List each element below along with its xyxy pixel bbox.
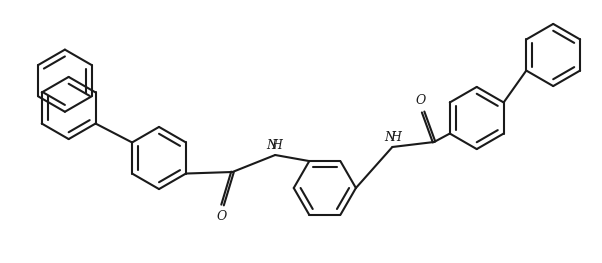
Text: N: N [384,131,395,144]
Text: O: O [415,94,426,107]
Text: O: O [216,210,226,223]
Text: H: H [390,131,401,144]
Text: N: N [267,139,278,152]
Text: H: H [271,139,282,152]
